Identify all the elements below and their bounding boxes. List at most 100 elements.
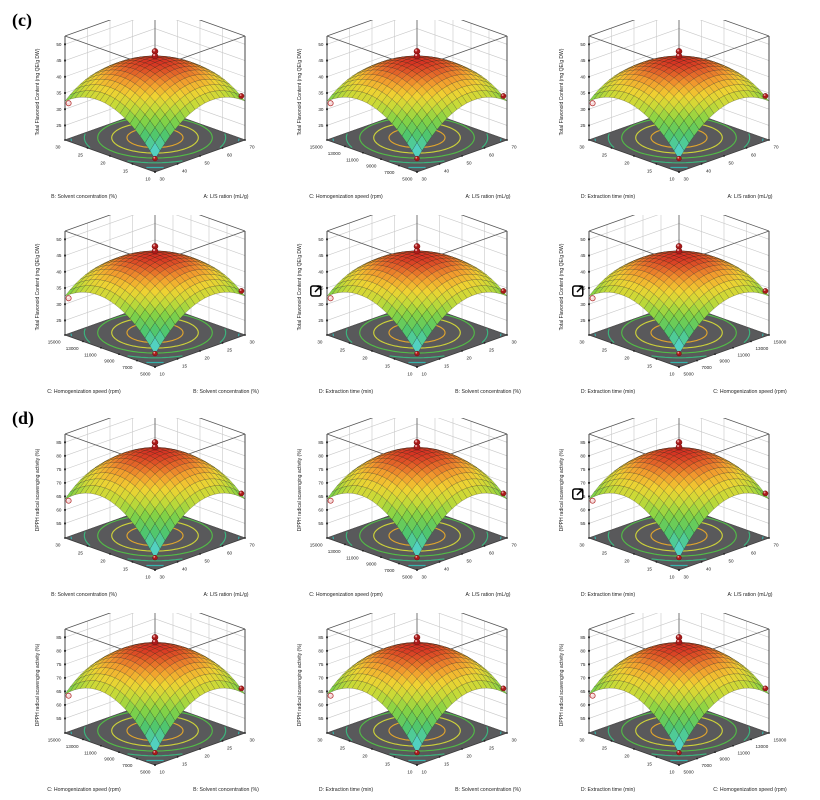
y-tick-label: 60: [489, 551, 495, 556]
z-tick-label: 75: [56, 467, 62, 472]
popout-link-icon[interactable]: [572, 285, 584, 297]
x-axis-title: C: Homogenization speed (rpm): [47, 389, 121, 395]
y-tick-label: 15: [444, 762, 450, 767]
x-tick-label: 30: [55, 543, 61, 548]
design-point-marker-open: [65, 497, 72, 504]
z-tick-label: 55: [318, 521, 324, 526]
x-tick-label: 11000: [84, 750, 97, 755]
z-tick-label: 65: [318, 494, 324, 499]
x-tick-label: 9000: [104, 757, 115, 762]
z-tick-label: 70: [56, 480, 62, 485]
z-axis: 55 60 65 70 75 80 85: [580, 635, 590, 721]
y-tick-label: 70: [774, 543, 780, 548]
z-tick-label: 30: [318, 302, 324, 307]
x-tick-label: 15000: [48, 738, 61, 743]
design-point-marker: [676, 749, 682, 756]
z-axis: 55 60 65 70 75 80 85: [56, 635, 66, 721]
y-tick-label: 30: [684, 575, 690, 580]
z-tick-label: 85: [580, 440, 586, 445]
z-tick-label: 25: [56, 123, 62, 128]
z-tick-label: 25: [56, 318, 62, 323]
y-axis-title: B: Solvent concentration (%): [455, 389, 521, 395]
design-point-marker: [675, 443, 683, 451]
y-tick-label: 20: [467, 356, 473, 361]
x-tick-label: 30: [317, 340, 323, 345]
z-tick-label: 45: [56, 253, 62, 258]
design-point-marker: [413, 443, 421, 451]
design-points: [65, 48, 245, 162]
surface-plot-cell-c-6: 2530354045501015202530500070009000110001…: [550, 215, 808, 400]
popout-link-icon[interactable]: [572, 488, 584, 500]
x-axis-title: C: Homogenization speed (rpm): [309, 592, 383, 598]
z-axis: 25 30 35 40 45 50: [318, 42, 328, 128]
z-tick-label: 40: [56, 269, 62, 274]
z-axis-title: Total Flavonoid Content (mg QE/g DW): [297, 243, 303, 330]
design-points: [327, 439, 507, 561]
surface-mesh: [64, 250, 246, 355]
y-tick-label: 40: [706, 567, 712, 572]
design-point-marker: [414, 749, 420, 756]
x-tick-label: 15: [647, 169, 653, 174]
design-point-marker: [762, 288, 769, 294]
x-tick-label: 13000: [66, 744, 79, 749]
surface-plot-cell-d-6: 55 60 65 70 75 80 85 10 15 20 25 30 5000 7000 9000 1100…: [550, 613, 808, 798]
x-tick-label: 30: [579, 738, 585, 743]
y-tick-label: 11000: [738, 352, 751, 357]
section-d-label: (d): [12, 408, 34, 428]
design-point-marker: [238, 288, 245, 294]
y-tick-label: 11000: [738, 750, 751, 755]
z-tick-label: 55: [56, 521, 62, 526]
y-tick-label: 15000: [774, 340, 787, 345]
design-point-marker: [151, 439, 159, 446]
y-tick-label: 40: [182, 567, 188, 572]
z-axis-title: DPPH radical scavenging activity (%): [559, 448, 565, 531]
surface-plot-c-BA: 25 30 35 40 45 50 10 15 20 25 30 30 40 50 60 70 Total Fl…: [35, 20, 255, 200]
z-tick-label: 45: [318, 58, 324, 63]
popout-link-icon[interactable]: [310, 285, 322, 297]
surface-mesh: [64, 55, 246, 160]
x-tick-label: 25: [78, 153, 84, 158]
x-tick-label: 15000: [310, 145, 323, 150]
z-tick-label: 60: [318, 508, 324, 513]
surface-mesh: [64, 447, 246, 559]
z-axis-title: Total Flavonoid Content (mg QE/g DW): [35, 243, 41, 330]
x-tick-label: 13000: [66, 346, 79, 351]
x-tick-label: 10: [145, 575, 151, 580]
design-point-marker: [151, 443, 159, 451]
y-tick-label: 10: [160, 372, 166, 377]
x-axis-title: C: Homogenization speed (rpm): [47, 787, 121, 793]
x-tick-label: 20: [100, 559, 106, 564]
z-axis: 55 60 65 70 75 80 85: [56, 440, 66, 526]
z-tick-label: 30: [318, 107, 324, 112]
x-axis-title: D: Extraction time (min): [581, 389, 635, 395]
design-point-marker: [238, 93, 245, 99]
design-point-marker: [413, 52, 421, 60]
y-tick-label: 25: [227, 348, 233, 353]
floor-axes: 5000 7000 9000 11000 13000 15000 30 40 50 60 70: [310, 537, 517, 580]
y-tick-label: 13000: [756, 744, 769, 749]
y-tick-label: 15: [182, 364, 188, 369]
x-tick-label: 15: [647, 762, 653, 767]
section-c-label: (c): [12, 10, 32, 30]
x-tick-label: 7000: [384, 170, 395, 175]
design-point-marker: [152, 155, 158, 162]
x-tick-label: 30: [579, 145, 585, 150]
z-tick-label: 35: [580, 91, 586, 96]
x-tick-label: 15000: [48, 340, 61, 345]
design-point-marker: [762, 93, 769, 99]
y-axis-title: A: L/S ration (mL/g): [204, 194, 249, 200]
z-axis-title: DPPH radical scavenging activity (%): [35, 448, 41, 531]
x-tick-label: 30: [579, 340, 585, 345]
y-tick-label: 15: [182, 762, 188, 767]
y-tick-label: 25: [227, 746, 233, 751]
design-point-marker-open: [65, 295, 72, 302]
x-tick-label: 20: [624, 559, 630, 564]
x-tick-label: 7000: [384, 568, 395, 573]
x-tick-label: 25: [602, 348, 608, 353]
y-tick-label: 50: [467, 161, 473, 166]
z-tick-label: 25: [318, 318, 324, 323]
z-tick-label: 85: [318, 635, 324, 640]
x-axis-title: D: Extraction time (min): [319, 389, 373, 395]
